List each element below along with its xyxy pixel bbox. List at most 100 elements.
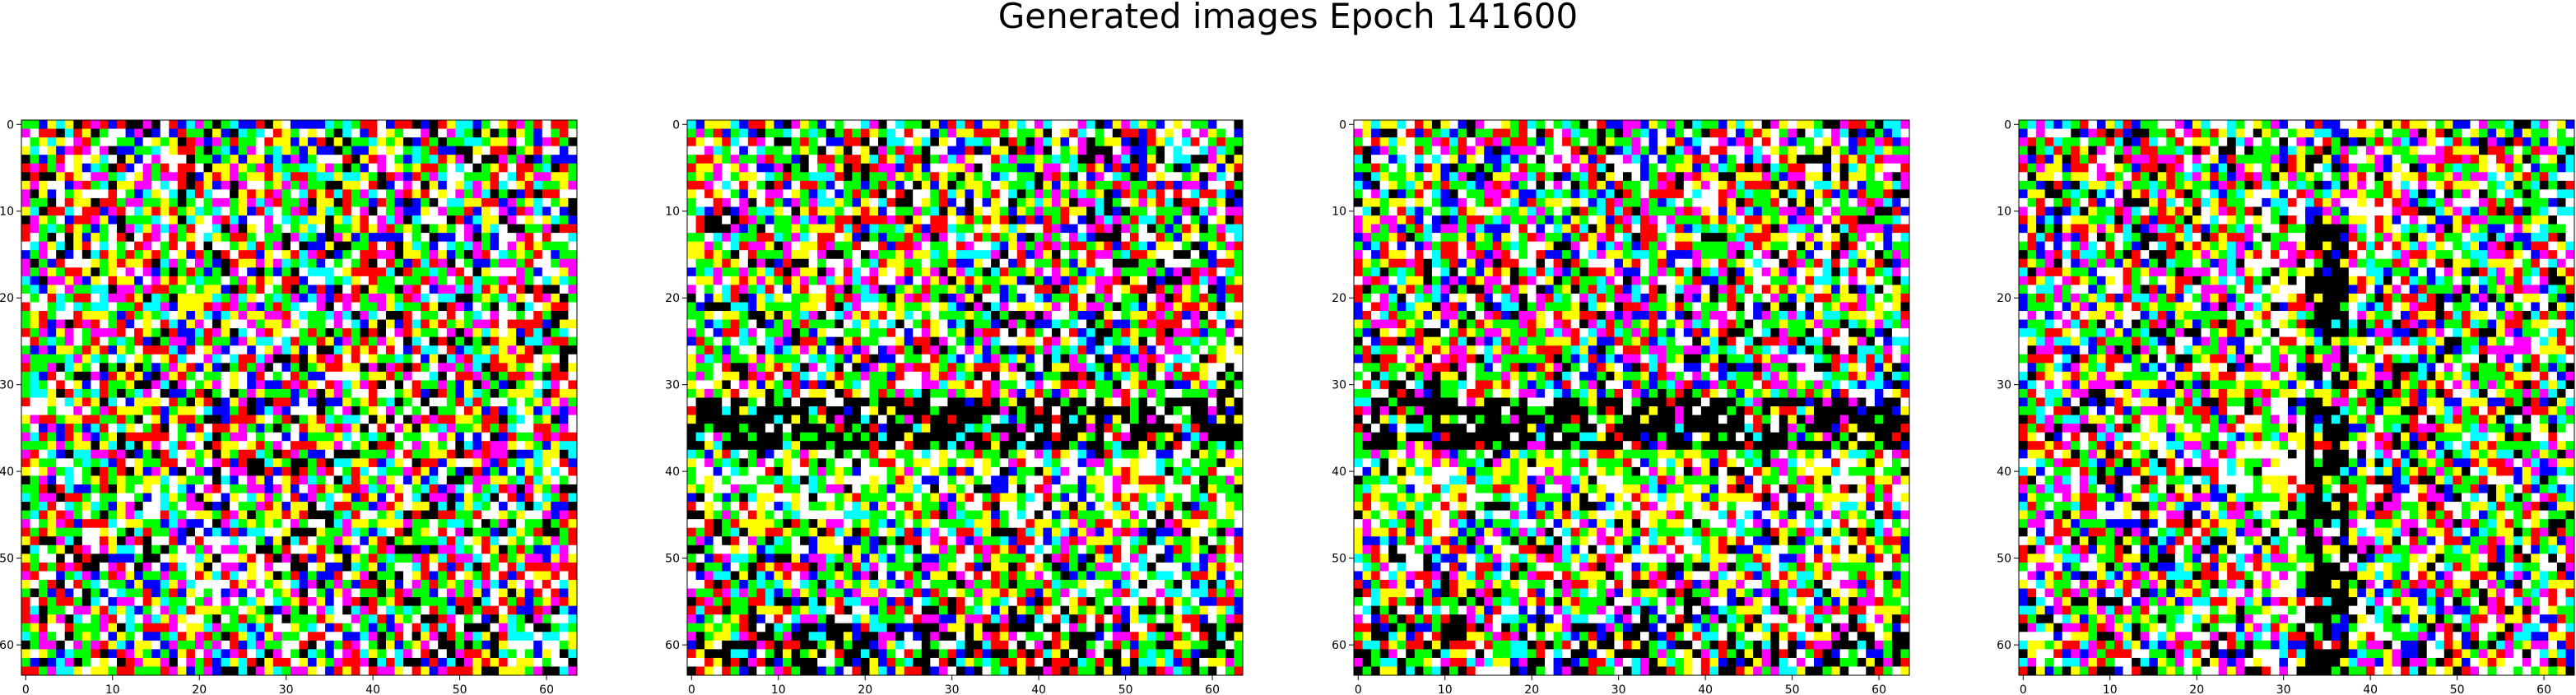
pixel-cell (455, 466, 465, 476)
pixel-cell (81, 302, 91, 312)
pixel-cell (151, 544, 161, 554)
pixel-cell (1199, 215, 1209, 225)
pixel-cell (299, 155, 309, 164)
pixel-cell (290, 657, 300, 667)
pixel-cell (177, 449, 187, 459)
pixel-cell (177, 493, 187, 503)
pixel-cell (73, 605, 83, 615)
pixel-cell (455, 388, 465, 398)
pixel-cell (559, 311, 569, 320)
pixel-cell (516, 371, 526, 381)
pixel-cell (551, 354, 560, 364)
pixel-cell (1095, 120, 1104, 129)
pixel-cell (472, 554, 482, 563)
pixel-cell (151, 380, 161, 390)
pixel-cell (412, 666, 421, 676)
pixel-cell (533, 302, 543, 312)
pixel-cell (878, 172, 887, 182)
pixel-cell (142, 484, 152, 493)
pixel-cell (1104, 215, 1114, 225)
pixel-cell (551, 388, 560, 398)
pixel-cell (568, 336, 578, 346)
pixel-cell (30, 597, 40, 607)
pixel-cell (524, 484, 534, 493)
pixel-cell (186, 241, 196, 251)
pixel-cell (559, 597, 569, 607)
pixel-cell (1165, 172, 1174, 182)
pixel-cell (835, 233, 844, 243)
pixel-cell (835, 146, 844, 155)
pixel-cell (825, 163, 835, 173)
pixel-cell (47, 163, 57, 173)
pixel-cell (1216, 146, 1226, 155)
pixel-cell (507, 449, 517, 459)
pixel-cell (264, 579, 274, 589)
pixel-cell (403, 406, 413, 415)
pixel-cell (108, 354, 118, 364)
pixel-cell (360, 666, 370, 676)
pixel-cell (194, 649, 204, 659)
pixel-cell (559, 380, 569, 390)
pixel-cell (325, 605, 335, 615)
pixel-cell (281, 206, 291, 216)
pixel-cell (472, 172, 482, 182)
pixel-cell (203, 328, 213, 338)
pixel-cell (1165, 197, 1174, 207)
pixel-cell (47, 336, 57, 346)
pixel-cell (429, 241, 439, 251)
pixel-cell (99, 276, 109, 285)
pixel-cell (81, 597, 91, 607)
pixel-cell (30, 588, 40, 598)
pixel-cell (507, 285, 517, 294)
pixel-cell (39, 319, 49, 329)
pixel-cell (394, 657, 404, 667)
pixel-cell (151, 527, 161, 537)
pixel-cell (739, 120, 749, 129)
pixel-cell (533, 432, 543, 442)
pixel-cell (791, 224, 801, 234)
pixel-cell (481, 319, 491, 329)
pixel-cell (21, 311, 30, 320)
pixel-cell (507, 155, 517, 164)
pixel-cell (1207, 224, 1217, 234)
pixel-cell (472, 155, 482, 164)
pixel-cell (64, 189, 74, 199)
pixel-cell (99, 120, 109, 129)
pixel-cell (695, 155, 705, 164)
pixel-cell (142, 206, 152, 216)
pixel-cell (125, 354, 135, 364)
pixel-cell (333, 588, 343, 598)
pixel-cell (91, 614, 100, 624)
pixel-cell (73, 623, 83, 632)
pixel-cell (160, 493, 170, 503)
pixel-cell (913, 172, 923, 182)
pixel-cell (472, 345, 482, 355)
pixel-cell (568, 397, 578, 407)
pixel-cell (403, 311, 413, 320)
pixel-cell (160, 657, 170, 667)
pixel-cell (142, 163, 152, 173)
pixel-cell (377, 475, 387, 485)
pixel-cell (316, 657, 326, 667)
pixel-cell (568, 536, 578, 546)
pixel-cell (117, 128, 126, 138)
pixel-cell (843, 233, 853, 243)
pixel-cell (99, 649, 109, 659)
pixel-cell (1216, 120, 1226, 129)
pixel-cell (516, 250, 526, 260)
pixel-cell (342, 146, 352, 155)
pixel-cell (212, 172, 221, 182)
pixel-cell (446, 258, 456, 268)
pixel-cell (238, 579, 248, 589)
pixel-cell (765, 189, 774, 199)
pixel-cell (956, 215, 965, 225)
pixel-cell (559, 640, 569, 650)
pixel-cell (421, 380, 430, 390)
pixel-cell (255, 328, 265, 338)
pixel-cell (56, 293, 66, 303)
pixel-cell (542, 197, 551, 207)
pixel-cell (247, 458, 257, 468)
pixel-cell (1069, 172, 1079, 182)
pixel-cell (272, 371, 282, 381)
pixel-cell (385, 206, 395, 216)
